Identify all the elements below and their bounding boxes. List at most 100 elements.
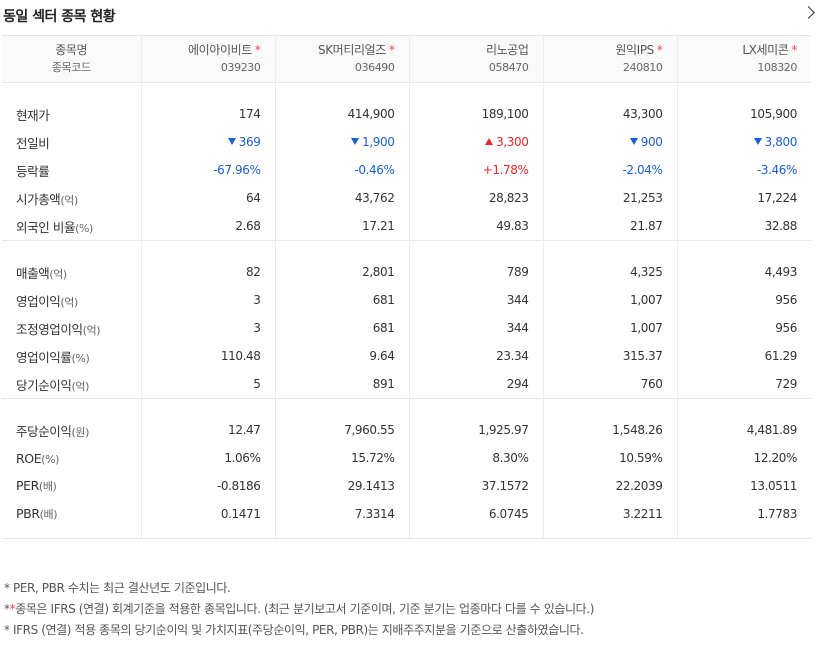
row-unit: (배) (38, 480, 57, 493)
company-header-2[interactable]: 리노공업 058470 (408, 35, 543, 83)
value-cell: 344 (408, 314, 543, 342)
company-header-4[interactable]: LX세미콘 * 108320 (676, 35, 811, 83)
row-label: 당기순이익(억) (2, 370, 141, 399)
header-label-cell: 종목명 종목코드 (2, 35, 141, 83)
table-header-row: 종목명 종목코드 에이아이비트 * 039230 SK머티리얼즈 * 036490 리노… (2, 35, 811, 83)
triangle-down-icon (351, 138, 360, 145)
value-cell: 3 (140, 314, 275, 342)
triangle-down-icon (753, 138, 762, 145)
company-header-3[interactable]: 원익IPS * 240810 (542, 35, 677, 83)
footnotes: * PER, PBR 수치는 최근 결산년도 기준입니다. **종목은 IFRS… (4, 578, 594, 641)
value-cell: 9.64 (274, 342, 409, 370)
value-cell: 13.0511 (676, 472, 811, 500)
ifrs-star: * (656, 43, 663, 57)
ifrs-star: * (388, 43, 395, 57)
value-cell: +1.78% (408, 156, 543, 184)
row-unit: (억) (49, 267, 67, 281)
row-label-text: 조정영업이익 (16, 321, 83, 337)
value-cell: 3,800 (676, 128, 811, 156)
value-cell: 110.48 (140, 342, 275, 370)
row-label-text: 현재가 (16, 107, 50, 123)
value-cell: 4,493 (676, 258, 811, 286)
value-cell: 1,548.26 (542, 416, 677, 444)
row-label: 시가총액(억) (2, 184, 141, 212)
company-name[interactable]: 에이아이비트 (188, 43, 252, 57)
value-cell: 1.06% (140, 444, 275, 472)
value-cell: 64 (140, 184, 275, 212)
row-label: PER(배) (2, 472, 141, 500)
company-name[interactable]: SK머티리얼즈 (318, 43, 386, 57)
value-cell: 37.1572 (408, 472, 543, 500)
footnote-1: **종목은 IFRS (연결) 회계기준을 적용한 종목입니다. (최근 분기보… (4, 602, 594, 616)
row-label: 매출액(억) (2, 258, 141, 286)
row-label-text: PER (16, 478, 39, 493)
value-cell: 21,253 (542, 184, 677, 212)
chevron-right-icon[interactable] (802, 6, 815, 19)
row-label: 등락률 (2, 156, 141, 184)
value-cell: 294 (408, 370, 543, 399)
company-header-1[interactable]: SK머티리얼즈 * 036490 (274, 35, 409, 83)
row-unit: (억) (82, 323, 101, 337)
value-cell: 1,925.97 (408, 416, 543, 444)
value-cell: 2,801 (274, 258, 409, 286)
value-cell: 414,900 (274, 100, 409, 128)
section-divider (2, 398, 811, 399)
table-row: 영업이익(억) 3 681 344 1,007 956 (2, 286, 811, 314)
value-cell: 1,900 (274, 128, 409, 156)
row-unit: (%) (75, 221, 93, 235)
value-cell: 3.2211 (542, 500, 677, 528)
value-cell: 49.83 (408, 212, 543, 241)
value-cell: -0.46% (274, 156, 409, 184)
row-unit: (억) (71, 379, 90, 393)
row-label: 현재가 (2, 100, 141, 128)
footnote-2: * IFRS (연결) 적용 종목의 당기순이익 및 가치지표(주당순이익, P… (4, 623, 584, 637)
company-code: 240810 (622, 61, 663, 74)
value-cell: 15.72% (274, 444, 409, 472)
value-cell: 22.2039 (542, 472, 677, 500)
value-cell: 4,325 (542, 258, 677, 286)
row-unit: (%) (71, 351, 90, 365)
row-label: 외국인 비율(%) (2, 212, 141, 241)
row-label-text: PBR (16, 506, 40, 521)
value-cell: 729 (676, 370, 811, 399)
table-row: 등락률 -67.96% -0.46% +1.78% -2.04% -3.46% (2, 156, 811, 184)
triangle-down-icon (629, 138, 638, 145)
value-cell: 760 (542, 370, 677, 399)
value-cell: 956 (676, 286, 811, 314)
value-cell: 43,762 (274, 184, 409, 212)
value-cell: 5 (140, 370, 275, 399)
sector-comparison-table: 종목명 종목코드 에이아이비트 * 039230 SK머티리얼즈 * 036490 리노… (2, 35, 811, 539)
row-label: PBR(배) (2, 500, 141, 528)
company-name[interactable]: 리노공업 (485, 43, 529, 57)
value-cell: 6.0745 (408, 500, 543, 528)
value-cell: 7.3314 (274, 500, 409, 528)
value-cell: 4,481.89 (676, 416, 811, 444)
value-cell: 12.47 (140, 416, 275, 444)
value-cell: 174 (140, 100, 275, 128)
header-label-code: 종목코드 (51, 61, 91, 74)
value-cell: 23.34 (408, 342, 543, 370)
value-cell: 61.29 (676, 342, 811, 370)
table-body: 현재가 174 414,900 189,100 43,300 105,900 전일비 369 1… (2, 82, 811, 539)
value-cell: -2.04% (542, 156, 677, 184)
table-row: 조정영업이익(억) 3 681 344 1,007 956 (2, 314, 811, 342)
value-cell: 21.87 (542, 212, 677, 241)
row-label-text: 외국인 비율 (16, 219, 76, 235)
row-unit: (억) (60, 295, 78, 309)
value-cell: 369 (140, 128, 275, 156)
table-end (2, 528, 811, 539)
value-cell: -0.8186 (140, 472, 275, 500)
spacer-row (2, 82, 811, 100)
section-title: 동일 섹터 종목 현황 (3, 9, 116, 25)
row-label-text: 등락률 (16, 163, 50, 179)
spacer-row (2, 399, 811, 416)
table-row: 시가총액(억) 64 43,762 28,823 21,253 17,224 (2, 184, 811, 212)
value-cell: 891 (274, 370, 409, 399)
company-header-0[interactable]: 에이아이비트 * 039230 (140, 35, 275, 83)
value-cell: 7,960.55 (274, 416, 409, 444)
ifrs-star: * (254, 43, 261, 57)
company-name[interactable]: LX세미콘 (742, 43, 789, 57)
value-cell: 1,007 (542, 314, 677, 342)
company-name[interactable]: 원익IPS (615, 43, 654, 57)
table-row: ROE(%) 1.06% 15.72% 8.30% 10.59% 12.20% (2, 444, 811, 472)
